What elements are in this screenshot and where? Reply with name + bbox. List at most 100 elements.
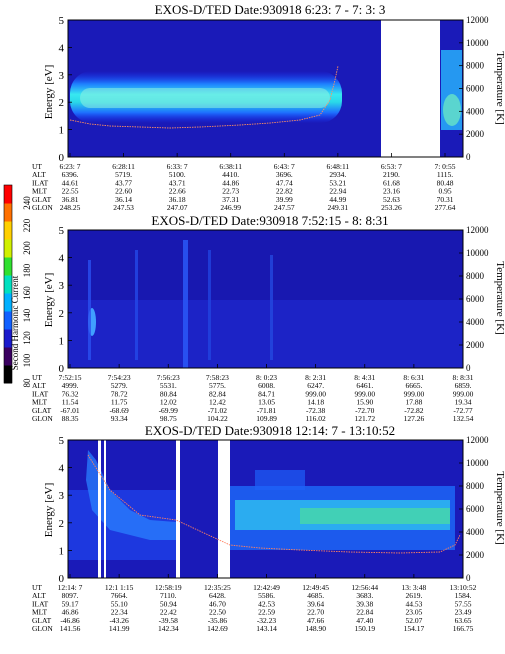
table-cell: 8: 2:31 [305,373,326,382]
colorbar-cell [4,347,12,366]
panel-3-gap-2 [104,440,106,578]
table-cell: 154.17 [404,624,425,633]
y-tick-label: 1 [59,545,65,557]
table-row-label: ILAT [32,178,49,187]
table-cell: 249.31 [328,203,349,212]
panel-2-title: EXOS-D/TED Date:930918 7:52:15 - 8: 8:31 [151,213,388,228]
panel-3-upper-patch [255,470,305,490]
table-cell: 13.05 [258,398,275,407]
panel-1: EXOS-D/TED Date:930918 6:23: 7 - 7: 3: 3… [32,2,505,212]
y-tick-label: 0 [59,573,65,585]
table-cell: 78.72 [111,389,128,398]
table-cell: 46.70 [209,599,226,608]
colorbar-tick-label: 220 [22,218,32,232]
table-cell: 8097. [62,591,79,600]
table-cell: 52.07 [405,616,422,625]
table-row-label: ALT [32,170,46,179]
table-cell: 22.42 [160,608,177,617]
colorbar-cell [4,239,12,258]
table-cell: 148.90 [305,624,326,633]
panel-1-plot [67,19,464,158]
table-cell: 1584. [455,591,472,600]
table-cell: 7110. [160,591,177,600]
table-cell: 39.99 [276,195,293,204]
table-cell: 37.31 [222,195,239,204]
table-cell: 82.84 [209,389,226,398]
y-right-tick-label: 0 [466,363,471,373]
panel-3: EXOS-D/TED Date:930918 12:14: 7 - 13:10:… [32,423,505,633]
table-row-label: UT [32,162,42,171]
table-cell: 22.50 [209,608,226,617]
table-cell: 43.71 [169,178,186,187]
y-right-tick-label: 4000 [466,317,485,327]
table-cell: 12:49:45 [302,583,329,592]
table-cell: 7: 0:55 [434,162,455,171]
table-cell: 246.99 [220,203,241,212]
table-cell: 47.40 [356,616,373,625]
panel-1-ylabel: Energy [eV] [43,65,55,119]
colorbar-tick-label: 100 [22,353,32,367]
colorbar-cell [4,311,12,330]
table-cell: -39.58 [159,616,179,625]
table-row-label: ILAT [32,599,49,608]
table-cell: 132.54 [453,414,474,423]
table-cell: 999.00 [404,389,425,398]
y-right-tick-label: 4000 [466,527,485,537]
table-cell: 141.99 [109,624,130,633]
table-row-label: UT [32,583,42,592]
table-cell: 93.34 [111,414,128,423]
table-cell: 14.18 [307,398,324,407]
panel-1-yticks: 0 1 2 3 4 5 [59,15,72,164]
table-cell: 22.73 [222,187,239,196]
table-cell: 143.14 [256,624,277,633]
table-cell: -43.26 [109,616,129,625]
y-tick-label: 2 [59,97,65,109]
table-cell: 7:52:15 [59,373,82,382]
panel-2-ylabel-right: Temperature [K] [494,261,505,334]
table-cell: -72.82 [404,406,424,415]
table-row-label: MLT [32,608,48,617]
table-cell: 47.66 [307,616,324,625]
table-cell: 12:14: 7 [58,583,83,592]
table-cell: 13:10:52 [450,583,477,592]
colorbar-gradient [3,184,13,384]
y-right-tick-label: 8000 [466,481,485,491]
table-cell: 5775. [209,381,226,390]
table-cell: 11.75 [111,398,128,407]
table-cell: 13: 3:48 [401,583,426,592]
y-tick-label: 5 [59,225,65,237]
table-cell: 6:23: 7 [59,162,80,171]
table-cell: -69.99 [159,406,179,415]
panel-1-yticks-right: 0 2000 4000 6000 8000 10000 12000 [459,15,489,162]
table-cell: 999.00 [305,389,326,398]
table-cell: 248.25 [60,203,81,212]
table-cell: 6:53: 7 [381,162,402,171]
table-cell: 4410. [222,170,239,179]
table-cell: 6859. [455,381,472,390]
table-cell: 3683. [356,591,373,600]
table-cell: 12:58:19 [155,583,182,592]
table-cell: 2934. [329,170,346,179]
table-cell: 88.35 [62,414,79,423]
table-cell: 999.00 [354,389,375,398]
table-cell: 6247. [307,381,324,390]
y-right-tick-label: 12000 [466,435,489,445]
table-row-label: GLAT [32,406,52,415]
table-cell: 8: 6:31 [403,373,424,382]
table-row-label: GLON [32,203,53,212]
table-cell: 6:38:11 [219,162,242,171]
table-cell: 11.54 [62,398,79,407]
table-row-label: ALT [32,591,46,600]
table-cell: 23.49 [455,608,472,617]
table-cell: -35.86 [208,616,228,625]
y-tick-label: 4 [59,253,65,265]
table-cell: 127.26 [404,414,425,423]
table-cell: 61.68 [383,178,400,187]
panel-3-gap-3 [176,440,180,578]
panel-3-main-band-core [300,508,450,524]
y-right-tick-label: 6000 [466,504,485,514]
table-cell: 6:43: 7 [274,162,295,171]
panel-1-ylabel-right: Temperature [K] [494,51,505,124]
panel-3-ylabel-right: Temperature [K] [494,471,505,544]
colorbar-cell [4,275,12,294]
